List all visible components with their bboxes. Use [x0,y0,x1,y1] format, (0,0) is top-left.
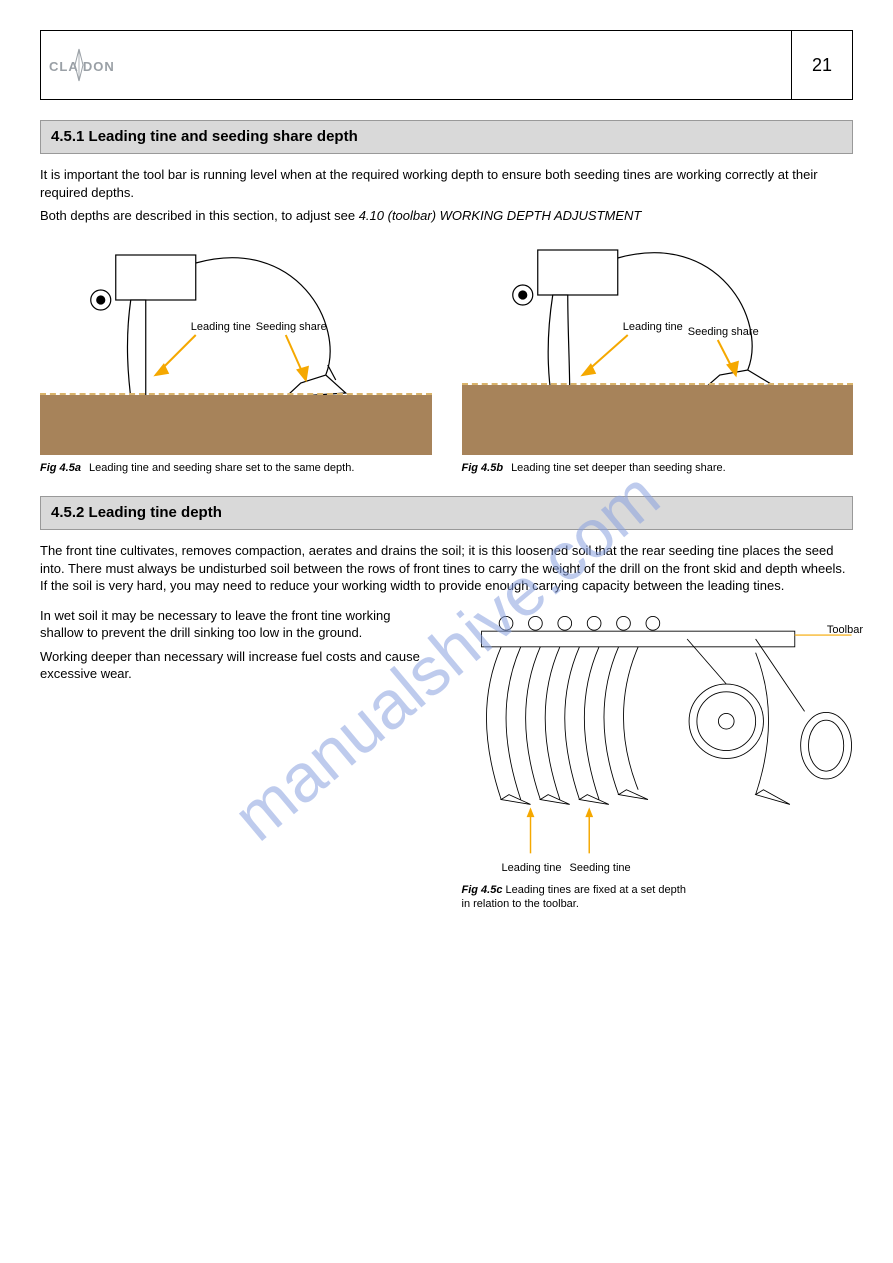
section2-paragraph3: Working deeper than necessary will incre… [40,648,432,683]
page-header: CLA DON 21 [40,30,853,100]
fig45c-seeding-label: Seeding tine [570,861,631,876]
section1-paragraph1: It is important the tool bar is running … [40,166,853,201]
section2-paragraph2: In wet soil it may be necessary to leave… [40,607,432,642]
fig45c-tag: Fig 4.5c [462,884,503,896]
fig45b-caption: Fig 4.5b Leading tine set deeper than see… [462,461,854,476]
fig45c-toolbar-label: Toolbar [827,623,863,638]
section1-p2-prefix: Both depths are described in this sectio… [40,208,359,223]
fig45a-tag: Fig 4.5a [40,462,81,474]
page-number: 21 [791,31,852,99]
section-heading-451: 4.5.1 Leading tine and seeding share dep… [40,120,853,154]
brand-logo: CLA DON [41,31,791,99]
figure-row-45ab: Leading tine Seeding share Fig 4.5a Leadi… [40,245,853,476]
fig45a-caption: Fig 4.5a Leading tine and seeding share s… [40,461,432,476]
section2-two-column: In wet soil it may be necessary to leave… [40,601,853,913]
fig45a-seeding-label: Seeding share [256,321,327,333]
fig45b-text: Leading tine set deeper than seeding sha… [511,462,726,474]
section1-paragraph2: Both depths are described in this sectio… [40,207,853,225]
fig45c-caption: Fig 4.5c Leading tines are fixed at a se… [462,883,854,913]
drill-diagram [462,601,854,861]
fig45c-cap-line1: Leading tines are fixed at a set depth [506,884,686,896]
section-heading-452: 4.5.2 Leading tine depth [40,496,853,530]
section2-paragraph1: The front tine cultivates, removes compa… [40,542,853,595]
fig45c-cap-line2: in relation to the toolbar. [462,898,579,910]
fig45a-text: Leading tine and seeding share set to th… [89,462,354,474]
section1-p2-link: 4.10 (toolbar) WORKING DEPTH ADJUSTMENT [359,208,642,223]
figure-45c: Toolbar Leading tine Seeding tine [462,601,854,861]
fig45b-tag: Fig 4.5b [462,462,504,474]
fig45c-leading-label: Leading tine [502,861,562,876]
fig45a-leading-label: Leading tine [191,321,251,333]
figure-45b: Leading tine Seeding share [462,245,854,455]
fig45b-seeding-label: Seeding share [687,326,758,338]
figure-45a: Leading tine Seeding share [40,245,432,455]
fig45b-leading-label: Leading tine [622,321,682,333]
